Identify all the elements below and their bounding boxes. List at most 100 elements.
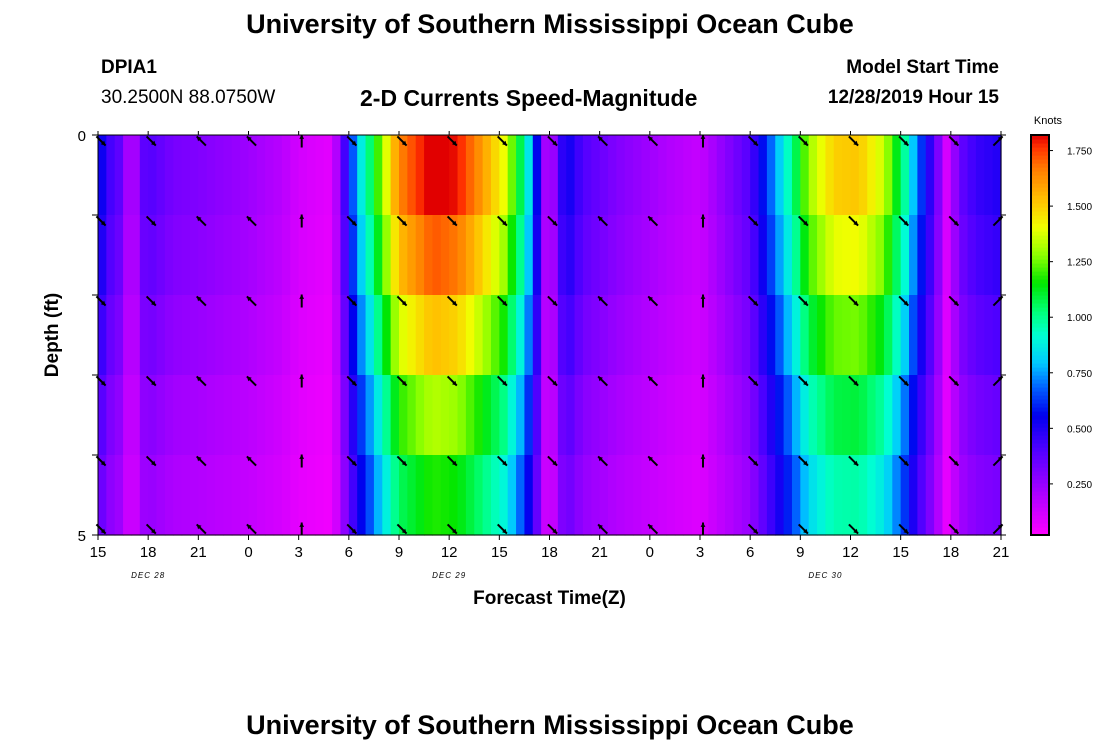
current-arrow (898, 135, 910, 147)
heatmap-cell (959, 295, 969, 376)
heatmap-cell (482, 375, 492, 456)
heatmap-cell (750, 455, 760, 536)
current-arrow (948, 135, 960, 147)
colorbar-segment (1031, 163, 1049, 168)
heatmap-cell (791, 295, 801, 376)
heatmap-cell (599, 375, 609, 456)
heatmap-cell (382, 295, 392, 376)
heatmap-cell (574, 455, 584, 536)
current-arrow (246, 523, 257, 535)
heatmap-cell (925, 295, 935, 376)
arrow-head (700, 522, 706, 527)
heatmap-cell (608, 375, 617, 456)
heatmap-cell (524, 455, 534, 536)
heatmap-cell (181, 375, 191, 456)
current-arrow (848, 523, 859, 535)
heatmap-cell (783, 375, 793, 456)
heatmap-cell (917, 295, 927, 376)
heatmap-cell (750, 135, 760, 216)
heatmap-cell (323, 455, 333, 536)
current-arrow (547, 523, 558, 535)
heatmap-cell (323, 135, 333, 216)
colorbar-segment (1031, 159, 1049, 164)
heatmap-cell (808, 295, 818, 376)
heatmap-cell (123, 135, 133, 216)
heatmap-cell (716, 375, 726, 456)
colorbar-segment (1031, 475, 1049, 480)
colorbar-segment (1031, 207, 1049, 212)
current-arrow (700, 374, 706, 388)
current-arrow (597, 455, 609, 467)
current-arrow (496, 135, 508, 147)
heatmap-cell (975, 215, 985, 296)
arrow-head (648, 456, 653, 462)
current-arrow (747, 523, 759, 535)
heatmap-cell (791, 375, 801, 456)
heatmap-cell (942, 215, 952, 296)
arrow-head (100, 300, 106, 306)
heatmap-cell (474, 215, 484, 296)
arrow-head (853, 220, 859, 226)
heatmap-cell (499, 135, 509, 216)
colorbar-segment (1031, 283, 1049, 288)
current-arrow (195, 295, 207, 307)
heatmap-cell (858, 375, 868, 456)
y-tick-label: 5 (78, 528, 86, 545)
x-axis-label: Forecast Time(Z) (473, 588, 626, 609)
heatmap-cell (674, 455, 684, 536)
heatmap-cell (557, 375, 567, 456)
heatmap-cell (766, 455, 776, 536)
colorbar-segment (1031, 503, 1049, 508)
arrow-head (803, 380, 808, 386)
heatmap-cell (842, 135, 852, 216)
heatmap-cell (582, 135, 592, 216)
heatmap-cell (148, 135, 158, 216)
heatmap-cell (281, 135, 291, 216)
heatmap-cell (173, 135, 183, 216)
colorbar-segment (1031, 511, 1049, 516)
heatmap-cell (206, 215, 216, 296)
heatmap-cell (507, 455, 517, 536)
current-arrow (145, 523, 157, 535)
heatmap-cell (566, 135, 576, 216)
colorbar-segment (1031, 447, 1049, 452)
heatmap-cell (549, 295, 559, 376)
heatmap-cell (524, 135, 534, 216)
current-arrow (145, 135, 157, 147)
heatmap-cell (674, 135, 684, 216)
heatmap-cell (992, 135, 1002, 216)
arrow-head (151, 140, 156, 146)
heatmap-cell (256, 295, 266, 376)
heatmap-cell (775, 375, 785, 456)
arrow-head (502, 220, 507, 226)
heatmap-cell (883, 455, 893, 536)
heatmap-cell (984, 135, 994, 216)
heatmap-cell (900, 375, 910, 456)
heatmap-cell (758, 295, 768, 376)
colorbar-segment (1031, 319, 1049, 324)
heatmap-cell (925, 135, 935, 216)
arrow-head (953, 380, 959, 386)
heatmap-cell (658, 455, 668, 536)
arrow-head (452, 140, 457, 146)
heatmap-cell (139, 295, 149, 376)
x-tick-label: 0 (244, 544, 252, 561)
heatmap-cell (340, 375, 350, 456)
arrow-head (803, 220, 808, 226)
heatmap-cell (457, 135, 467, 216)
heatmap-cell (382, 375, 392, 456)
colorbar-segment (1031, 179, 1049, 184)
heatmap-cell (315, 455, 325, 536)
current-arrow (700, 454, 706, 468)
heatmap-cell (649, 375, 659, 456)
heatmap-cell (616, 375, 626, 456)
heatmap-cell (516, 295, 526, 376)
colorbar-segment (1031, 523, 1049, 528)
heatmap-cell (399, 455, 408, 536)
heatmap-cell (248, 455, 258, 536)
arrow-head (598, 296, 603, 302)
heatmap-cell (649, 215, 659, 296)
heatmap-cell (399, 295, 408, 376)
arrow-head (196, 296, 202, 302)
current-arrow (647, 523, 659, 535)
